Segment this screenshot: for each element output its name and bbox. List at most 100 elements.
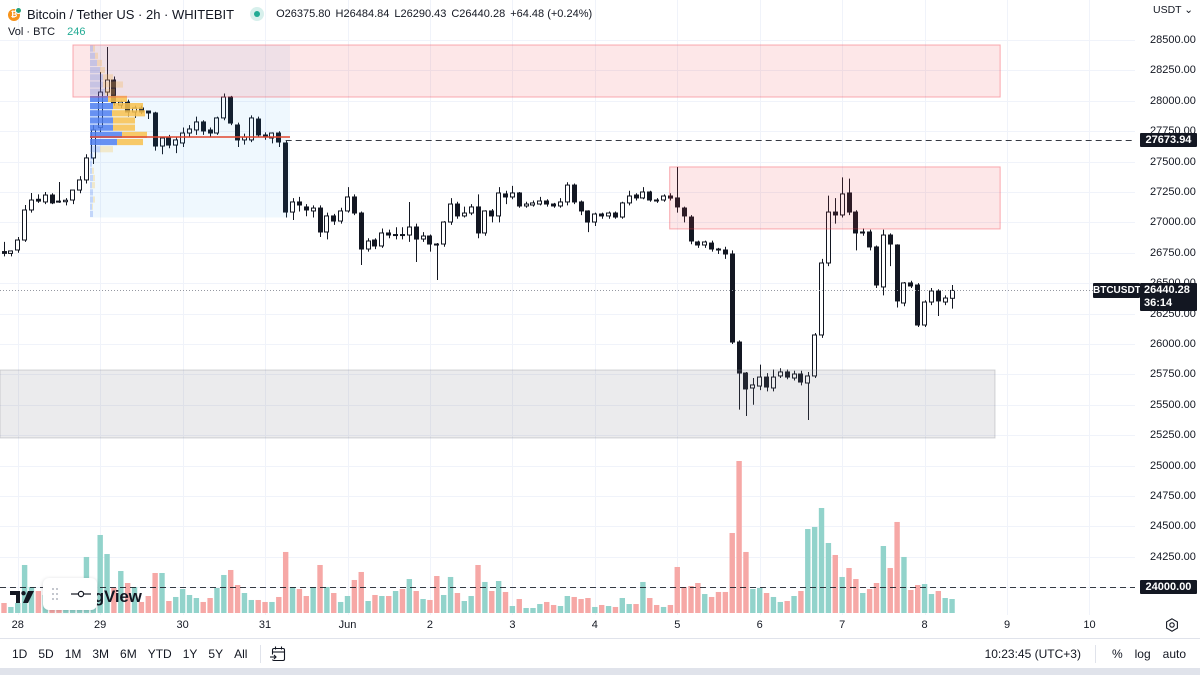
volume-profile-up-bar [90, 81, 104, 88]
range-all-button[interactable]: All [234, 646, 248, 661]
candle [221, 93, 226, 121]
range-5y-button[interactable]: 5Y [208, 646, 224, 661]
candle-body [936, 290, 941, 302]
time-axis-label: 5 [674, 619, 681, 631]
volume-profile-down-bar [113, 117, 136, 124]
candle [15, 236, 20, 253]
range-5d-button[interactable]: 5D [38, 646, 54, 661]
volume-profile-down-bar [97, 59, 103, 67]
candle-body [111, 79, 116, 104]
volume-bar [413, 591, 419, 613]
volume-bar [97, 534, 103, 613]
drag-handle-icon[interactable] [51, 587, 59, 601]
candle [208, 127, 213, 138]
candle [792, 370, 797, 381]
volume-profile-down-bar [100, 67, 106, 74]
range-ytd-button[interactable]: YTD [147, 646, 172, 661]
log-scale-toggle[interactable]: log [1134, 647, 1151, 661]
volume-bar [159, 572, 165, 613]
time-axis-label: 28 [11, 619, 24, 631]
tradingview-logo[interactable]: TradingView [10, 587, 142, 606]
volume-bar [736, 461, 742, 613]
candle [235, 122, 240, 148]
currency-selector[interactable]: USDT ⌄ [1153, 4, 1194, 16]
time-axis-label: 30 [176, 619, 189, 631]
volume-bar [839, 576, 845, 613]
candle-body [393, 234, 398, 237]
price-chart-canvas[interactable] [0, 0, 1135, 615]
candle [36, 194, 41, 203]
volume-profile-fixed-range[interactable] [90, 44, 290, 218]
range-1y-button[interactable]: 1Y [182, 646, 198, 661]
floating-toolbar-widget[interactable] [43, 578, 97, 610]
support-zone[interactable] [0, 369, 996, 439]
volume-bar [434, 576, 440, 613]
candle [469, 204, 474, 216]
candle-body [43, 194, 48, 203]
candle [654, 198, 659, 203]
volume-bar [544, 601, 550, 613]
volume-profile-range-box[interactable] [90, 44, 290, 218]
mid-resistance-zone[interactable] [669, 166, 1001, 230]
time-axis[interactable]: 28 29 30 31 Jun 2 3 4 5 6 7 8 9 10 [0, 615, 1200, 638]
volume-profile-up-bar [90, 110, 113, 117]
volume-bar [667, 604, 674, 613]
candle [709, 240, 714, 252]
candle [352, 194, 357, 216]
candle-body [530, 202, 535, 206]
candle-body [359, 212, 364, 250]
price-axis-label: 26750.00 [1150, 246, 1196, 259]
time-axis-label: 29 [94, 619, 107, 631]
percent-scale-toggle[interactable]: % [1111, 647, 1123, 661]
price-axis[interactable]: USDT ⌄ 28500.00 28250.00 28000.00 27750.00 2… [1135, 0, 1200, 615]
volume-bar [502, 591, 509, 613]
volume-indicator-label[interactable]: Vol · BTC [8, 25, 56, 38]
gear-icon[interactable] [1165, 618, 1179, 632]
candle-body [249, 117, 254, 141]
volume-profile-up-bar [90, 52, 96, 59]
candle-body [214, 117, 219, 134]
upper-resistance-zone[interactable] [72, 44, 1001, 98]
symbol-title[interactable]: Bitcoin / Tether US · 2h · WHITEBIT [27, 6, 235, 22]
range-3m-button[interactable]: 3M [92, 646, 110, 661]
candle [936, 289, 941, 317]
candle-body [860, 231, 865, 234]
candle-body [750, 384, 755, 389]
volume-bar [915, 584, 921, 613]
candle [743, 371, 748, 416]
candle-body [441, 221, 446, 245]
candle-body [482, 210, 487, 234]
candle-body [366, 240, 371, 250]
candle-body [228, 96, 233, 124]
horizontal-lines[interactable] [0, 140, 1135, 588]
volume-bar [495, 581, 502, 613]
go-to-date-calendar-icon[interactable] [269, 645, 287, 663]
candle [798, 370, 803, 386]
candle [421, 232, 426, 242]
auto-scale-toggle[interactable]: auto [1162, 647, 1186, 661]
price-axis-label: 25500.00 [1150, 398, 1196, 411]
candle-body [840, 193, 845, 216]
volume-bar [509, 606, 516, 613]
candle [634, 193, 639, 201]
candle [214, 116, 219, 135]
candle [228, 95, 233, 126]
candle [915, 283, 920, 327]
volume-bars [1, 461, 955, 613]
volume-bar [681, 586, 687, 613]
volume-profile-row [90, 95, 128, 102]
volume-bar [179, 589, 186, 613]
range-1d-button[interactable]: 1D [12, 646, 28, 661]
volume-bar [695, 582, 701, 613]
range-6m-button[interactable]: 6M [120, 646, 137, 661]
slider-icon[interactable] [71, 588, 91, 600]
clock-timezone[interactable]: 10:23:45 (UTC+3) [984, 647, 1081, 661]
market-status-icon[interactable] [250, 7, 265, 21]
rectangle-zones[interactable] [0, 44, 1001, 439]
candle-body [805, 375, 810, 384]
volume-bar [626, 604, 632, 613]
volume-bar [365, 601, 371, 613]
range-1m-button[interactable]: 1M [64, 646, 82, 661]
volume-bar [777, 601, 784, 613]
candle [160, 137, 165, 155]
